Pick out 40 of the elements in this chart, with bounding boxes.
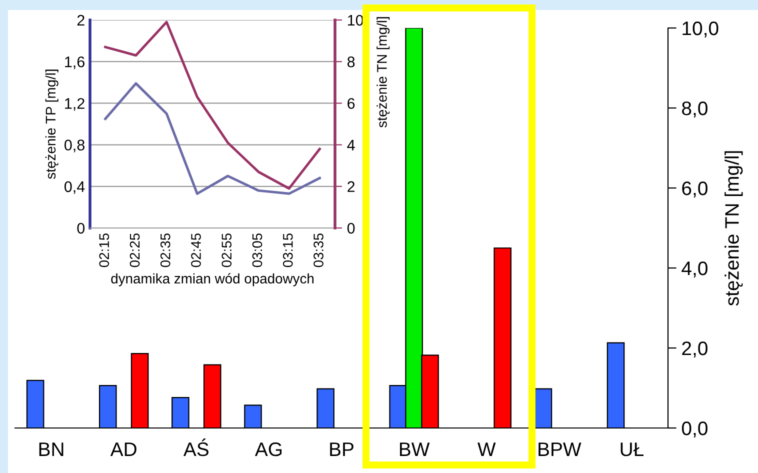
x-tick-label: BPW [538, 442, 582, 456]
y2-axis-title: stężenie TN [mg/l] [724, 151, 743, 306]
y-axis-title: stężenie TP [mg/l] [45, 70, 58, 179]
x-tick-label: 03:05 [252, 233, 262, 268]
y2-tick-label: 2 [348, 181, 355, 192]
y-tick-label: 0 [77, 222, 85, 234]
y2-tick-label: 0 [347, 222, 355, 234]
y2-tick-label: 4 [347, 140, 355, 150]
y-tick-label: 0,4 [64, 181, 85, 194]
x-tick-label: 02:45 [191, 233, 201, 268]
x-tick-label: 02:55 [222, 233, 232, 268]
y2-tick-label: 6,0 [682, 181, 708, 198]
y-tick-label: 1,2 [65, 98, 84, 111]
x-tick-label: AG [254, 442, 282, 456]
y2-tick-label: 8,0 [682, 101, 708, 118]
line-series [104, 20, 321, 190]
y2-tick-label: 0,0 [682, 421, 708, 438]
y2-tick-label: 4,0 [682, 261, 708, 278]
y-tick-label: 2 [77, 14, 84, 26]
y-tick-label: 0,8 [64, 140, 84, 152]
x-tick-label: BN [39, 442, 64, 456]
x-tick-label: UŁ [620, 442, 644, 456]
y2-tick-label: 6 [348, 98, 355, 109]
x-tick-label: 03:35 [314, 233, 324, 268]
y2-axis-title: stężenie TN [mg/l] [376, 17, 390, 128]
x-tick-label: 03:15 [282, 233, 293, 268]
y2-tick-label: 10,0 [682, 21, 718, 38]
y-tick-label: 1,6 [65, 56, 84, 70]
x-tick-label: 02:15 [99, 233, 110, 268]
x-tick-label: 02:35 [160, 233, 170, 268]
y2-tick-label: 8 [347, 56, 355, 68]
x-tick-label: BW [400, 442, 430, 456]
x-axis-title: dynamika zmian wód opadowych [111, 273, 314, 286]
line-series [104, 82, 321, 195]
x-tick-label: AŚ [183, 438, 208, 456]
y2-tick-label: 2,0 [682, 341, 708, 358]
x-tick-label: W [478, 442, 496, 456]
x-tick-label: AD [110, 442, 136, 456]
x-tick-label: 02:25 [130, 233, 140, 268]
x-tick-label: BP [330, 442, 354, 456]
